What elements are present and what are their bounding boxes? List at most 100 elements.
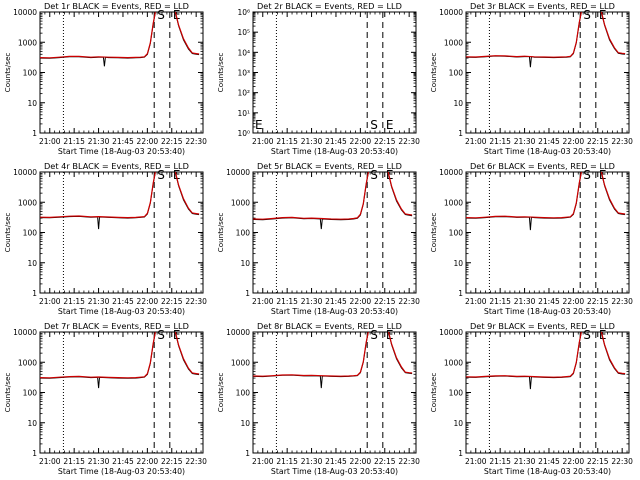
y-tick-label: 1000 — [231, 358, 250, 367]
x-tick-label: 21:45 — [325, 137, 347, 146]
panel-title: Det 4r BLACK = Events, RED = LLD — [44, 161, 189, 171]
x-tick-label: 21:00 — [465, 297, 487, 306]
lld-series-line — [40, 332, 200, 379]
x-tick-label: 22:15 — [587, 457, 609, 466]
y-tick-label: 10 — [453, 419, 463, 428]
marker-label-e: E — [386, 168, 394, 182]
panel-det-1r: Det 1r BLACK = Events, RED = LLD 1 10 100 10… — [3, 1, 207, 156]
y-tick-label: 1000 — [444, 358, 463, 367]
y-tick-label: 1000 — [18, 358, 37, 367]
marker-label-s: S — [583, 168, 591, 182]
x-axis-label: Start Time (18-Aug-03 20:53:40) — [271, 467, 398, 476]
x-tick-label: 22:15 — [374, 137, 396, 146]
y-tick-label: 10000 — [13, 8, 37, 17]
x-tick-label: 21:15 — [63, 137, 85, 146]
x-axis-label: Start Time (18-Aug-03 20:53:40) — [58, 467, 185, 476]
x-tick-label: 21:15 — [63, 457, 85, 466]
y-tick-label: 1000 — [444, 38, 463, 47]
plot-frame — [252, 11, 417, 134]
plot-frame — [252, 171, 417, 294]
corner-marker-label: E — [255, 118, 263, 132]
marker-label-s: S — [583, 8, 591, 22]
y-tick-label: 10 — [453, 99, 463, 108]
x-tick-label: 22:30 — [398, 457, 420, 466]
x-tick-label: 22:00 — [350, 457, 372, 466]
marker-label-s: S — [370, 168, 378, 182]
y-tick-label: 100 — [23, 389, 38, 398]
plot-frame — [465, 331, 630, 454]
x-tick-label: 22:15 — [374, 297, 396, 306]
y-tick-label: 10⁵ — [237, 28, 250, 37]
y-tick-label: 100 — [236, 389, 251, 398]
x-tick-label: 22:00 — [137, 457, 159, 466]
panel-title: Det 6r BLACK = Events, RED = LLD — [470, 161, 615, 171]
series-layer — [40, 12, 200, 67]
y-tick-label: 100 — [449, 389, 464, 398]
series-layer — [253, 332, 413, 389]
y-axis-label: Counts/sec — [429, 53, 438, 93]
y-axis-label: Counts/sec — [429, 373, 438, 413]
plot-frame — [465, 171, 630, 294]
panel-title: Det 9r BLACK = Events, RED = LLD — [470, 321, 615, 331]
y-tick-label: 10000 — [13, 328, 37, 337]
x-tick-label: 22:00 — [350, 297, 372, 306]
x-axis-label: Start Time (18-Aug-03 20:53:40) — [484, 147, 611, 156]
y-tick-label: 10² — [237, 89, 250, 98]
series-layer — [466, 172, 626, 231]
series-layer — [40, 332, 200, 389]
x-tick-label: 22:30 — [611, 297, 633, 306]
x-tick-label: 21:30 — [88, 297, 110, 306]
x-tick-label: 22:15 — [161, 457, 183, 466]
x-tick-label: 21:30 — [301, 457, 323, 466]
panel-title: Det 5r BLACK = Events, RED = LLD — [257, 161, 402, 171]
y-tick-label: 100 — [449, 69, 464, 78]
y-tick-label: 100 — [236, 229, 251, 238]
y-tick-label: 1 — [32, 289, 37, 298]
x-tick-label: 22:30 — [185, 137, 207, 146]
lld-series-line — [40, 172, 200, 219]
plot-frame — [252, 331, 417, 454]
lld-series-line — [253, 172, 413, 220]
y-axis-label: Counts/sec — [216, 53, 225, 93]
panel-title: Det 1r BLACK = Events, RED = LLD — [44, 1, 189, 11]
lld-series-line — [466, 172, 626, 219]
x-tick-label: 21:15 — [276, 297, 298, 306]
y-axis-label: Counts/sec — [3, 213, 12, 253]
x-tick-label: 21:45 — [538, 297, 560, 306]
panel-det-7r: Det 7r BLACK = Events, RED = LLD 1 10 100 10… — [3, 321, 207, 476]
panel-det-8r: Det 8r BLACK = Events, RED = LLD 1 10 100 10… — [216, 321, 420, 476]
x-axis-label: Start Time (18-Aug-03 20:53:40) — [484, 467, 611, 476]
y-tick-label: 10000 — [226, 168, 250, 177]
x-tick-label: 21:45 — [538, 457, 560, 466]
y-tick-label: 1000 — [231, 198, 250, 207]
x-tick-label: 21:00 — [39, 137, 61, 146]
y-tick-label: 10 — [27, 259, 37, 268]
x-tick-label: 21:30 — [514, 297, 536, 306]
x-tick-label: 21:45 — [325, 457, 347, 466]
plot-frame — [465, 11, 630, 134]
x-tick-label: 22:15 — [587, 297, 609, 306]
x-tick-label: 22:30 — [398, 137, 420, 146]
y-tick-label: 10 — [240, 259, 250, 268]
x-axis-label: Start Time (18-Aug-03 20:53:40) — [58, 307, 185, 316]
panel-det-5r: Det 5r BLACK = Events, RED = LLD 1 10 100 10… — [216, 161, 420, 316]
x-tick-label: 21:45 — [538, 137, 560, 146]
x-axis-label: Start Time (18-Aug-03 20:53:40) — [271, 307, 398, 316]
x-tick-label: 21:15 — [489, 457, 511, 466]
x-tick-label: 22:30 — [611, 137, 633, 146]
panel-det-2r: Det 2r BLACK = Events, RED = LLD 10⁰ 10¹ 10… — [216, 1, 420, 156]
marker-label-s: S — [370, 328, 378, 342]
y-tick-label: 100 — [23, 229, 38, 238]
x-axis-label: Start Time (18-Aug-03 20:53:40) — [58, 147, 185, 156]
x-tick-label: 21:00 — [465, 137, 487, 146]
y-tick-label: 10 — [27, 419, 37, 428]
x-axis-label: Start Time (18-Aug-03 20:53:40) — [484, 307, 611, 316]
x-tick-label: 21:00 — [39, 297, 61, 306]
x-tick-label: 22:30 — [185, 457, 207, 466]
y-tick-label: 1 — [245, 289, 250, 298]
y-tick-label: 1000 — [444, 198, 463, 207]
lld-series-line — [466, 332, 626, 378]
x-tick-label: 22:15 — [374, 457, 396, 466]
series-layer — [40, 172, 200, 230]
x-tick-label: 21:30 — [88, 457, 110, 466]
